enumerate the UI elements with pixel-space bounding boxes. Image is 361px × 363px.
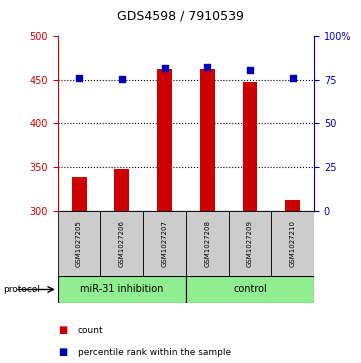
- Bar: [243, 82, 257, 211]
- Text: GSM1027208: GSM1027208: [204, 220, 210, 267]
- Bar: [186, 276, 314, 303]
- Point: [119, 76, 125, 82]
- Text: control: control: [233, 285, 267, 294]
- Point: [76, 75, 82, 81]
- Bar: [229, 211, 271, 276]
- Bar: [71, 178, 87, 211]
- Text: protocol: protocol: [4, 285, 40, 294]
- Text: GSM1027210: GSM1027210: [290, 220, 296, 267]
- Bar: [271, 211, 314, 276]
- Bar: [186, 211, 229, 276]
- Text: percentile rank within the sample: percentile rank within the sample: [78, 348, 231, 356]
- Text: ■: ■: [58, 325, 67, 335]
- Text: GSM1027205: GSM1027205: [76, 220, 82, 267]
- Bar: [143, 211, 186, 276]
- Text: GDS4598 / 7910539: GDS4598 / 7910539: [117, 10, 244, 23]
- Point: [290, 75, 296, 81]
- Text: miR-31 inhibition: miR-31 inhibition: [80, 285, 164, 294]
- Bar: [157, 69, 172, 211]
- Text: GSM1027209: GSM1027209: [247, 220, 253, 267]
- Bar: [100, 211, 143, 276]
- Text: ■: ■: [58, 347, 67, 357]
- Bar: [58, 211, 100, 276]
- Text: GSM1027206: GSM1027206: [119, 220, 125, 267]
- Bar: [285, 200, 300, 211]
- Bar: [200, 69, 215, 211]
- Text: count: count: [78, 326, 103, 335]
- Point: [162, 65, 168, 70]
- Point: [204, 64, 210, 70]
- Text: GSM1027207: GSM1027207: [162, 220, 168, 267]
- Bar: [114, 169, 129, 211]
- Bar: [58, 276, 186, 303]
- Point: [247, 68, 253, 73]
